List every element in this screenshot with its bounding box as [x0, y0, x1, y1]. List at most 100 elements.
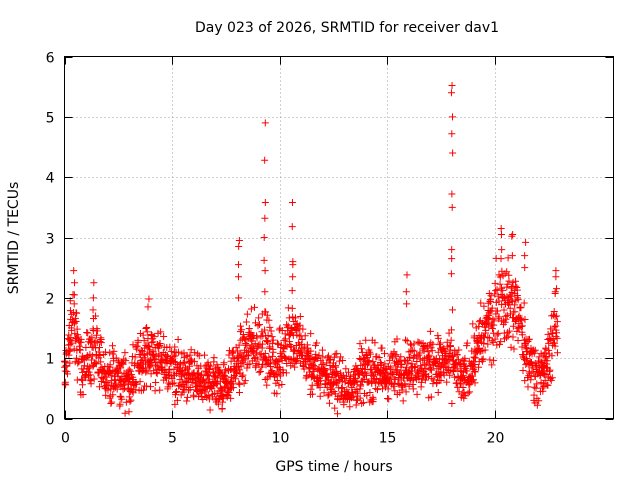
data-point — [404, 359, 412, 367]
data-point — [263, 337, 271, 345]
data-point — [261, 199, 269, 207]
x-tick-label: 20 — [487, 431, 505, 447]
data-point — [553, 318, 561, 326]
data-point — [148, 350, 156, 358]
data-point — [325, 356, 333, 364]
data-point — [520, 299, 528, 307]
data-point — [286, 330, 294, 338]
data-point — [469, 320, 477, 328]
data-point — [371, 378, 379, 386]
data-point — [463, 339, 471, 347]
data-point — [254, 322, 262, 330]
data-point — [532, 384, 540, 392]
data-point — [471, 367, 479, 375]
data-point — [511, 308, 519, 316]
y-tick-label: 6 — [46, 51, 55, 67]
data-point — [122, 357, 130, 365]
data-point — [281, 335, 289, 343]
data-point — [176, 361, 184, 369]
data-point — [457, 380, 465, 388]
data-point — [117, 364, 125, 372]
data-point — [113, 385, 121, 393]
data-point — [385, 395, 393, 403]
y-axis-title: SRMTID / TECUs — [6, 182, 22, 295]
data-point — [388, 369, 396, 377]
data-point — [503, 283, 511, 291]
data-point — [65, 351, 73, 359]
data-point — [102, 391, 110, 399]
data-point — [514, 337, 522, 345]
data-point — [498, 246, 506, 254]
data-point — [92, 360, 100, 368]
data-point — [78, 375, 86, 383]
data-point — [487, 292, 495, 300]
data-point — [429, 340, 437, 348]
data-point — [116, 400, 124, 408]
data-point — [436, 339, 444, 347]
data-point — [494, 292, 502, 300]
data-point — [275, 381, 283, 389]
data-point — [204, 372, 212, 380]
data-point — [375, 354, 383, 362]
data-point — [101, 348, 109, 356]
data-point — [68, 310, 76, 318]
data-point — [533, 401, 541, 409]
data-point — [195, 381, 203, 389]
data-point — [255, 321, 263, 329]
data-point — [235, 366, 243, 374]
data-point — [505, 271, 513, 279]
data-point — [480, 339, 488, 347]
data-point — [321, 365, 329, 373]
data-point — [121, 349, 129, 357]
data-point — [541, 376, 549, 384]
data-point — [333, 410, 341, 418]
data-point — [126, 397, 134, 405]
data-point — [152, 378, 160, 386]
y-tick-label: 1 — [46, 352, 55, 368]
data-point — [403, 300, 411, 308]
data-point — [393, 335, 401, 343]
data-point — [552, 333, 560, 341]
data-point — [233, 370, 241, 378]
data-point — [331, 404, 339, 412]
data-point — [405, 382, 413, 390]
data-point — [181, 377, 189, 385]
data-point — [553, 334, 561, 342]
data-point — [398, 361, 406, 369]
data-point — [357, 381, 365, 389]
data-point — [446, 371, 454, 379]
data-point — [192, 380, 200, 388]
data-point — [453, 379, 461, 387]
data-point — [356, 340, 364, 348]
data-point — [354, 389, 362, 397]
data-point — [109, 342, 117, 350]
data-point — [186, 362, 194, 370]
data-point — [142, 368, 150, 376]
data-point — [356, 385, 364, 393]
data-point — [291, 346, 299, 354]
x-tick-label: 10 — [272, 431, 290, 447]
data-point — [103, 378, 111, 386]
data-point — [66, 347, 74, 355]
data-point — [241, 356, 249, 364]
data-point — [243, 310, 251, 318]
data-point — [399, 397, 407, 405]
data-point — [447, 343, 455, 351]
data-point — [478, 332, 486, 340]
data-point — [95, 348, 103, 356]
data-point — [261, 267, 269, 275]
data-point — [448, 113, 456, 121]
data-point — [92, 312, 100, 320]
data-point — [479, 355, 487, 363]
data-point — [454, 365, 462, 373]
data-point — [255, 368, 263, 376]
data-point — [482, 326, 490, 334]
data-point — [291, 363, 299, 371]
data-point — [338, 383, 346, 391]
data-point — [363, 353, 371, 361]
data-point — [175, 381, 183, 389]
data-point — [231, 375, 239, 383]
data-point — [160, 332, 168, 340]
data-point — [109, 391, 117, 399]
data-point — [501, 318, 509, 326]
